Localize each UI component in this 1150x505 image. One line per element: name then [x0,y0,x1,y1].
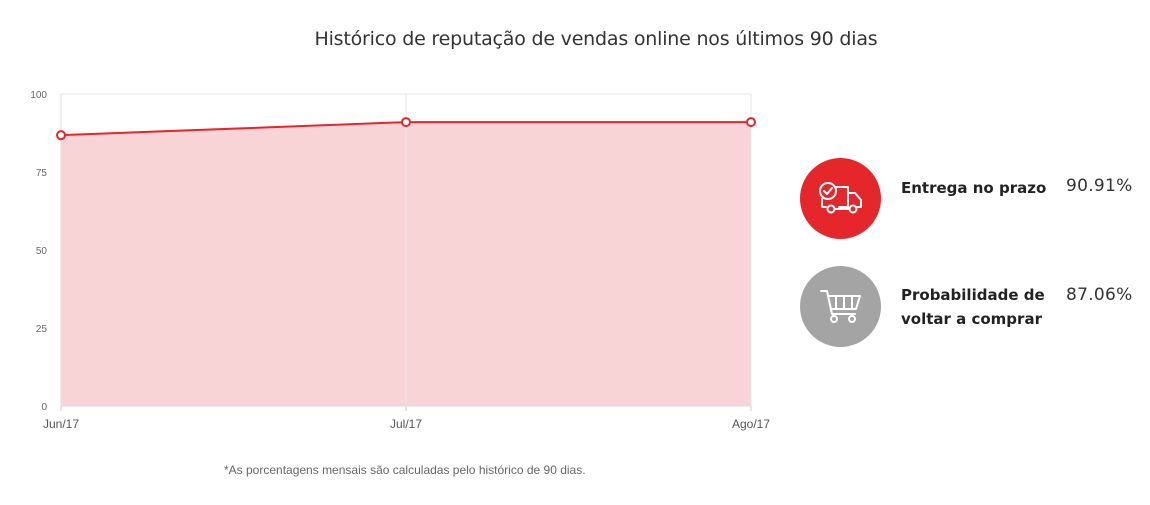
y-tick-label: 75 [36,168,48,179]
x-tick-label: Ago/17 [732,417,770,431]
cart-icon-circle [800,266,881,347]
stat-value: 90.91% [1066,176,1133,196]
chart-title: Histórico de reputação de vendas online … [314,28,878,50]
x-tick-label: Jul/17 [390,417,422,431]
y-tick-label: 100 [30,90,47,101]
delivery-icon-circle [800,158,881,239]
stat-value: 87.06% [1066,285,1133,305]
stat-label: Probabilidade de voltar a comprar [901,283,1061,331]
footnote: *As porcentagens mensais são calculadas … [224,463,586,477]
x-tick-label: Jun/17 [43,417,79,431]
y-tick-label: 50 [36,246,48,257]
data-point [746,117,756,128]
shopping-cart-icon [819,289,861,323]
reputation-area-chart: 0 25 50 75 100 Jun/17 Jul/17 Ago/17 [30,90,770,431]
stat-label-line-1: Probabilidade de [901,286,1045,304]
stat-on-time-delivery: Entrega no prazo 90.91% [800,158,1150,240]
stat-return-probability: Probabilidade de voltar a comprar 87.06% [800,266,1150,348]
y-tick-label: 0 [41,402,47,413]
data-point [56,130,66,141]
delivery-truck-clock-icon [818,181,862,213]
data-point [401,117,411,128]
y-tick-label: 25 [36,324,48,335]
stat-label-line-2: voltar a comprar [901,310,1042,328]
stat-label: Entrega no prazo [901,179,1047,197]
